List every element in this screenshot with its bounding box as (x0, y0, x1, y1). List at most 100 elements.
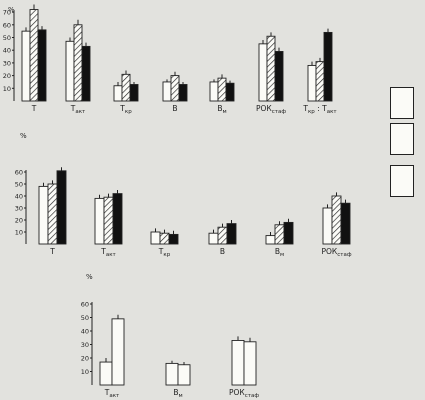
group-label: В (172, 104, 177, 113)
bar (274, 224, 285, 245)
bar (165, 362, 179, 386)
y-tick-label: 10 (81, 368, 89, 376)
bar (99, 361, 113, 386)
bar (331, 195, 342, 245)
y-tick-label: 30 (81, 341, 89, 349)
y-unit-label: % (20, 132, 27, 140)
legend-box-1 (390, 87, 414, 119)
bar (217, 77, 227, 102)
bar (322, 207, 333, 245)
bar (283, 221, 294, 245)
y-tick-label: 20 (15, 217, 23, 225)
bar (209, 81, 219, 102)
group-label: РОКстаф (256, 104, 286, 115)
bar (159, 232, 170, 245)
bar (340, 202, 351, 245)
y-tick-label: 40 (3, 47, 11, 55)
bar-group: Ткр : Такт (302, 28, 337, 115)
panel-1: % 10 20 30 40 50 60 70 T Такт Ткр В Вм РОКстаф Ткр : Т… (3, 4, 337, 115)
bar (29, 9, 39, 102)
y-tick-label: 60 (15, 169, 23, 177)
bar-group: Такт (65, 19, 91, 115)
y-unit-label: % (86, 273, 93, 281)
bar (274, 51, 284, 102)
bar (226, 223, 237, 245)
group-label: Вм (173, 388, 182, 399)
bar (307, 64, 317, 102)
y-tick-label: 60 (3, 21, 11, 29)
bar (103, 196, 114, 245)
bar (168, 233, 179, 245)
bar (258, 43, 268, 102)
group-label: Ткр (119, 104, 132, 115)
y-tick-label: 50 (81, 314, 89, 322)
bar-group: РОКстаф (256, 32, 286, 115)
panel-2: % 10 20 30 40 50 60 T Такт Ткр В Вм РОКстаф (15, 132, 352, 258)
y-unit-label: % (8, 6, 15, 14)
group-label: Вм (275, 247, 284, 258)
bar-group: Вм (209, 74, 235, 115)
group-label: В (220, 247, 225, 256)
bar (208, 232, 219, 245)
group-label: Такт (100, 247, 116, 258)
bar (266, 35, 276, 102)
bar (112, 193, 123, 245)
bar (56, 170, 67, 245)
bar (121, 73, 131, 102)
bar (37, 29, 47, 102)
bar-group: РОКстаф (229, 336, 259, 399)
bar-group: Ткр (150, 228, 179, 258)
y-tick-label: 40 (81, 328, 89, 336)
bar (265, 235, 276, 245)
group-label: РОКстаф (229, 388, 259, 399)
bar (129, 84, 139, 102)
bar-group: T (21, 4, 47, 113)
y-tick-label: 30 (3, 59, 11, 67)
y-tick-label: 50 (3, 34, 11, 42)
bar (94, 197, 105, 245)
panel-3: % 10 20 30 40 50 60 Такт Вм РОКстаф (81, 273, 260, 399)
bar (38, 185, 49, 245)
bar (225, 82, 235, 102)
legend (390, 87, 414, 202)
group-label: T (31, 104, 37, 113)
group-label: T (49, 247, 55, 256)
bar-group: В (208, 220, 237, 256)
bar-group: Вм (265, 218, 294, 258)
bar (217, 226, 228, 245)
y-tick-label: 10 (3, 85, 11, 93)
bar-group: Ткр (113, 70, 139, 115)
bar (113, 85, 123, 102)
bar-group: Такт (94, 190, 123, 258)
bar (111, 318, 125, 386)
legend-box-3 (390, 165, 414, 197)
y-tick-label: 60 (81, 301, 89, 309)
bar (150, 231, 161, 245)
y-tick-label: 20 (81, 355, 89, 363)
bar (73, 24, 83, 102)
bar (243, 341, 257, 386)
group-label: Вм (217, 104, 226, 115)
y-tick-label: 10 (15, 229, 23, 237)
group-label: Такт (70, 104, 86, 115)
bar (323, 31, 333, 102)
bar (47, 183, 58, 245)
bar (177, 364, 191, 386)
bar (170, 75, 180, 102)
group-label: Ткр : Такт (302, 104, 337, 115)
y-tick-label: 20 (3, 72, 11, 80)
y-tick-label: 70 (3, 9, 11, 17)
bar-group: Вм (165, 360, 191, 399)
bar (21, 30, 31, 102)
bar (231, 340, 245, 386)
bar-group: Такт (99, 314, 125, 399)
group-label: РОКстаф (321, 247, 351, 258)
group-label: Такт (104, 388, 120, 399)
bar-group: В (162, 71, 188, 113)
bar (162, 81, 172, 102)
bar (315, 61, 325, 102)
y-tick-label: 30 (15, 205, 23, 213)
bar-group: T (38, 167, 67, 256)
